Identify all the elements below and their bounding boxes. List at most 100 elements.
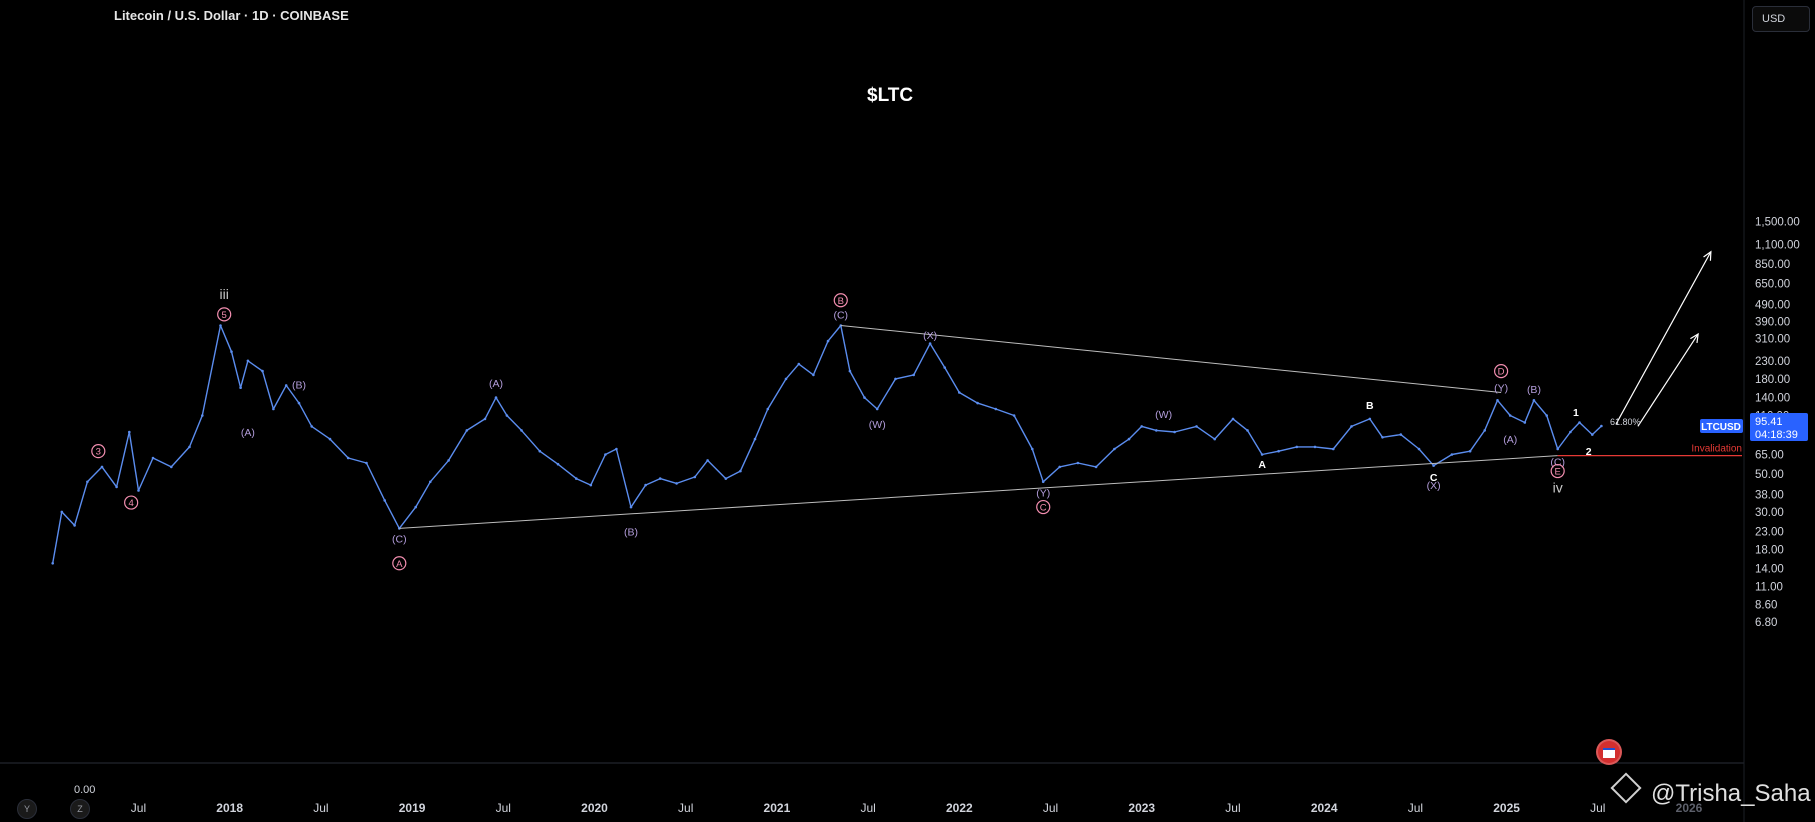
price-point: [875, 407, 879, 411]
price-point: [1313, 445, 1317, 449]
price-point: [1295, 445, 1299, 449]
arrow-head-1: [1703, 250, 1712, 261]
price-segment: [1059, 462, 1079, 468]
symbol-title: Litecoin / U.S. Dollar · 1D · COINBASE: [114, 8, 349, 23]
price-tick-label: 390.00: [1755, 317, 1790, 329]
price-segment: [219, 325, 233, 352]
price-segment: [913, 343, 931, 376]
wave-label-roman: iii: [220, 286, 229, 302]
price-segment: [1557, 431, 1571, 450]
price-tick-label: 6.80: [1755, 617, 1777, 629]
time-tick-label: Jul: [1590, 801, 1605, 815]
price-point: [219, 324, 222, 327]
wave-label: C: [1430, 472, 1438, 484]
price-segment: [484, 397, 497, 420]
price-point: [1600, 424, 1603, 428]
price-point: [505, 414, 509, 417]
price-segment: [615, 448, 632, 508]
time-tick-label: 2023: [1128, 801, 1155, 815]
price-point: [658, 477, 662, 480]
price-point: [589, 483, 593, 487]
price-point: [328, 437, 332, 441]
price-segment: [645, 477, 661, 486]
price-segment: [1533, 399, 1548, 416]
price-segment: [1469, 429, 1486, 452]
zoom-toggle-button[interactable]: Z: [70, 799, 90, 819]
price-segment: [1246, 430, 1263, 455]
price-point: [538, 449, 542, 453]
price-segment: [840, 325, 851, 372]
price-segment: [958, 391, 978, 404]
price-segment: [272, 385, 287, 410]
price-segment: [1278, 446, 1297, 452]
time-tick-label: Jul: [1225, 801, 1240, 815]
time-tick-label: Jul: [678, 801, 693, 815]
wave-label-sub: (A): [241, 427, 255, 439]
price-point: [1523, 421, 1527, 424]
price-segment: [365, 462, 386, 501]
price-tick-label: 50.00: [1755, 469, 1784, 481]
price-point: [1155, 429, 1158, 432]
price-segment: [247, 360, 263, 372]
price-segment: [520, 429, 541, 452]
wave-label: B: [1366, 400, 1374, 412]
price-segment: [495, 397, 508, 416]
price-segment: [1042, 466, 1061, 483]
price-point: [1260, 453, 1264, 456]
price-point: [73, 524, 76, 527]
price-point: [1113, 447, 1116, 451]
time-tick-label: Jul: [1408, 801, 1423, 815]
price-point: [1468, 449, 1472, 453]
wave-label-sub: (X): [1427, 480, 1441, 492]
y-axis-toggle-button[interactable]: Y: [17, 799, 37, 819]
price-point: [604, 453, 607, 456]
price-segment: [785, 363, 800, 380]
price-point: [1381, 436, 1384, 439]
price-point: [766, 407, 770, 411]
price-segment: [1332, 425, 1353, 450]
price-point: [1127, 437, 1131, 441]
price-segment: [311, 425, 331, 440]
wave-label: 1: [1573, 407, 1579, 419]
wave-label-sub: (B): [1527, 384, 1541, 396]
price-segment: [739, 438, 756, 472]
price-point: [575, 477, 578, 480]
chart-title: $LTC: [867, 85, 914, 106]
price-point: [465, 429, 469, 432]
price-axis[interactable]: 1,500.00 1,100.00 850.00 650.00 490.00 390.00…: [1700, 217, 1808, 629]
price-segment: [239, 360, 249, 388]
price-point: [310, 425, 314, 428]
price-point: [1368, 417, 1372, 421]
time-tick-label: 2026: [1676, 801, 1703, 815]
price-segment: [1433, 453, 1453, 467]
wave-label-sub: (B): [624, 527, 638, 539]
price-point: [1545, 414, 1548, 417]
price-point: [1508, 414, 1512, 417]
price-point: [693, 475, 697, 479]
currency-button[interactable]: USD: [1752, 6, 1810, 32]
wave-label-sub: (X): [923, 330, 937, 342]
wave-label-circled: D: [1498, 367, 1505, 378]
price-tick-label: 38.00: [1755, 489, 1784, 501]
price-segment: [73, 481, 89, 526]
wave-label-roman: iv: [1553, 480, 1563, 496]
time-axis[interactable]: Jul 2018 Jul 2019 Jul 2020 Jul 2021 Jul 2022 Jul 20…: [131, 801, 1703, 815]
price-point: [346, 456, 350, 460]
wave-circle: [1494, 364, 1509, 379]
price-segment: [466, 418, 486, 431]
price-segment: [676, 476, 696, 485]
price-tick-label: 650.00: [1755, 279, 1790, 291]
us-flag-icon[interactable]: [1596, 739, 1622, 765]
wave-label-sub: (C): [833, 309, 848, 321]
time-tick-label: 2021: [764, 801, 791, 815]
price-point: [1556, 447, 1559, 451]
time-tick-label: Jul: [1043, 801, 1058, 815]
wave-label-sub: (Y): [1036, 487, 1050, 499]
wave-circle: [392, 556, 407, 571]
price-segment: [1114, 438, 1130, 450]
price-point: [1246, 429, 1249, 432]
price-point: [1350, 425, 1353, 428]
price-tick-label: 14.00: [1755, 563, 1784, 575]
time-tick-label: 2019: [399, 801, 426, 815]
